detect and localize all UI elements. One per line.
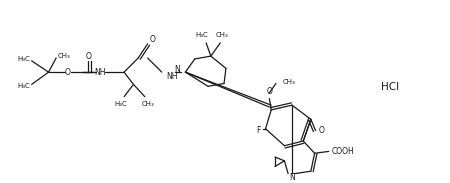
Text: N: N (174, 65, 180, 74)
Text: CH₃: CH₃ (283, 79, 295, 85)
Text: H₃C: H₃C (17, 83, 30, 89)
Text: CH₃: CH₃ (216, 32, 229, 38)
Text: O: O (85, 52, 91, 61)
Text: H₃C: H₃C (17, 56, 30, 62)
Text: HCl: HCl (381, 82, 399, 92)
Text: H₃C: H₃C (195, 32, 208, 38)
Text: COOH: COOH (332, 147, 354, 156)
Text: O: O (319, 126, 324, 135)
Text: CH₃: CH₃ (141, 101, 154, 107)
Text: F: F (256, 126, 261, 135)
Text: O: O (149, 35, 155, 44)
Text: H₃C: H₃C (114, 101, 126, 107)
Text: O: O (64, 68, 70, 77)
Text: N: N (289, 173, 295, 182)
Text: NH: NH (94, 68, 106, 77)
Text: NH: NH (166, 72, 178, 81)
Text: O: O (266, 87, 272, 96)
Text: CH₃: CH₃ (58, 53, 71, 59)
